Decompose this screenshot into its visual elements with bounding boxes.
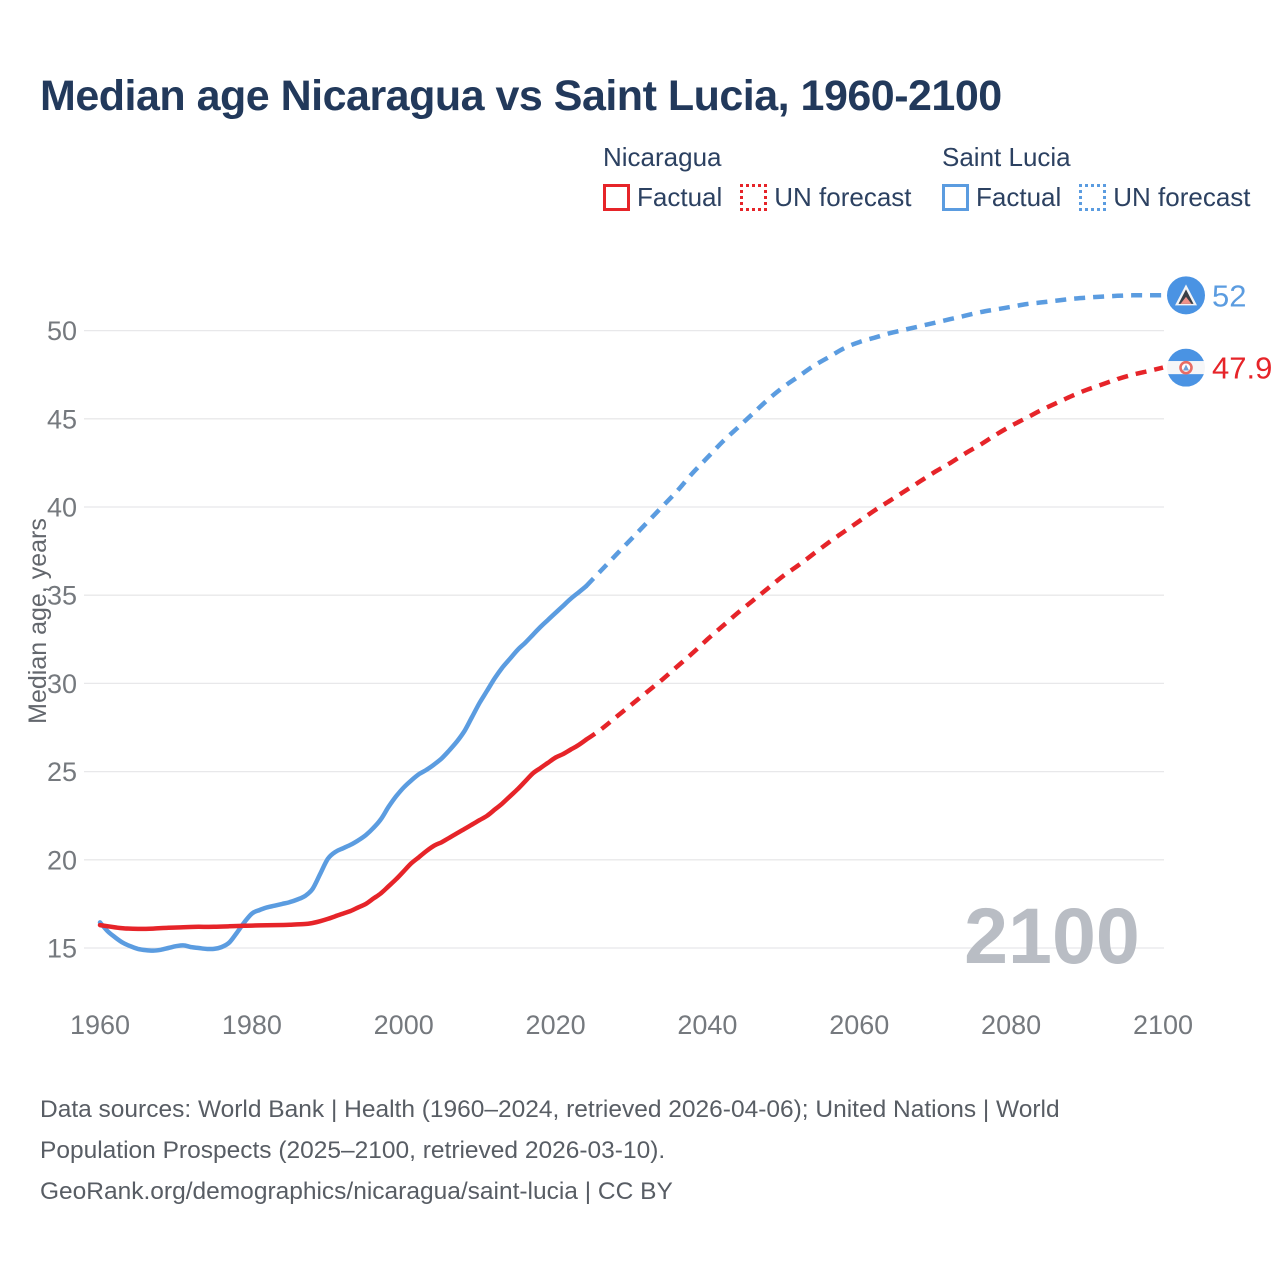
series-line-nicaragua-forecast: [584, 365, 1164, 742]
x-tick-label: 2100: [1133, 1010, 1193, 1040]
dashed-line-swatch-icon: [1079, 184, 1107, 211]
y-tick-label: 35: [47, 581, 77, 611]
flag-stripe-blue-top: [1167, 348, 1205, 362]
end-value-label: 52: [1212, 278, 1246, 313]
nicaragua-flag-icon: [1167, 348, 1205, 387]
end-marker-saint-lucia: 52: [1167, 276, 1246, 315]
y-tick-label: 50: [47, 316, 77, 346]
legend-group-saint-lucia: Saint Lucia Factual UN forecast: [942, 142, 1269, 213]
solid-line-swatch-icon: [603, 184, 630, 211]
legend-group-title: Nicaragua: [603, 142, 722, 172]
series-line-nicaragua-factual: [97, 737, 589, 932]
chart-title: Median age Nicaragua vs Saint Lucia, 196…: [40, 72, 1002, 120]
series-lines: [97, 293, 1164, 953]
flag-triangle-gold: [1180, 296, 1192, 304]
gridlines: [84, 329, 1164, 949]
legend-item-label: UN forecast: [774, 182, 912, 212]
x-tick-label: 1960: [70, 1010, 130, 1040]
x-tick-label: 2040: [677, 1010, 737, 1040]
end-markers: 52 47.9: [1167, 276, 1272, 387]
legend-item-label: Factual: [637, 182, 723, 212]
flag-triangle-black: [1178, 289, 1194, 304]
series-line-saint-lucia-factual: [97, 584, 589, 953]
legend-item-factual: Factual: [603, 182, 722, 213]
flag-stripe-blue-bottom: [1167, 374, 1205, 387]
solid-line-swatch-icon: [942, 184, 969, 211]
y-tick-label: 20: [47, 845, 77, 875]
x-tick-label: 2000: [374, 1010, 434, 1040]
footer-line-3: GeoRank.org/demographics/nicaragua/saint…: [40, 1178, 673, 1205]
footer-line-1: Data sources: World Bank | Health (1960–…: [40, 1096, 1060, 1123]
flag-emblem-triangle: [1183, 364, 1189, 371]
saint-lucia-flag-icon: [1167, 276, 1205, 315]
end-value-label: 47.9: [1212, 351, 1272, 386]
legend-group-title: Saint Lucia: [942, 142, 1071, 172]
legend-group-nicaragua: Nicaragua Factual UN forecast: [603, 142, 930, 213]
legend-item-label: Factual: [976, 182, 1062, 212]
watermark-year: 2100: [964, 891, 1140, 980]
series-line-saint-lucia-forecast: [584, 293, 1163, 588]
legend-item-factual: Factual: [942, 182, 1061, 213]
legend-item-label: UN forecast: [1113, 182, 1251, 212]
legend-item-un-forecast: UN forecast: [1079, 182, 1251, 213]
end-marker-nicaragua: 47.9: [1167, 348, 1272, 387]
dashed-line-swatch-icon: [740, 184, 768, 211]
y-tick-label: 25: [47, 757, 77, 787]
y-tick-label: 30: [47, 669, 77, 699]
x-tick-label: 2060: [829, 1010, 889, 1040]
x-tick-label: 2080: [981, 1010, 1041, 1040]
data-sources-footer: Data sources: World Bank | Health (1960–…: [40, 1089, 1250, 1212]
x-tick-label: 1980: [222, 1010, 282, 1040]
y-tick-label: 15: [47, 934, 77, 964]
x-tick-label: 2020: [526, 1010, 586, 1040]
legend-item-un-forecast: UN forecast: [740, 182, 912, 213]
legend: Nicaragua Factual UN forecast Saint Lucia Fa…: [0, 142, 1280, 232]
y-axis-title: Median age, years: [24, 518, 52, 724]
y-tick-labels: 15 20 25 30 35 40 45 50: [47, 316, 77, 963]
y-tick-label: 40: [47, 493, 77, 523]
x-tick-labels: 1960 1980 2000 2020 2040 2060 2080 2100: [70, 1010, 1193, 1040]
footer-line-2: Population Prospects (2025–2100, retriev…: [40, 1137, 666, 1164]
y-tick-label: 45: [47, 404, 77, 434]
